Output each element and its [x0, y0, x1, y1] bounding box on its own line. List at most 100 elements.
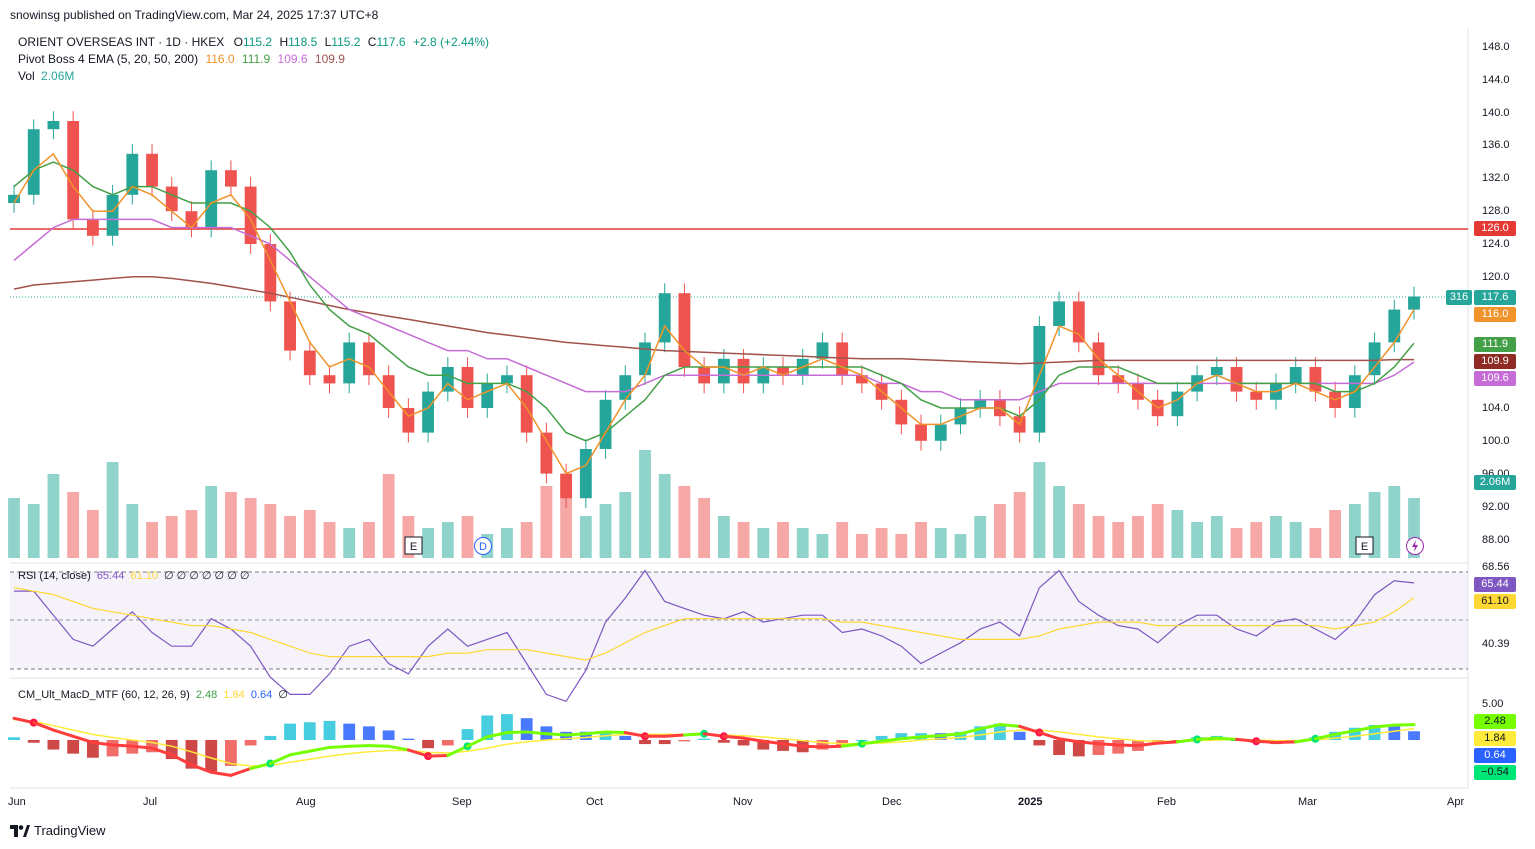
- macd-histogram-bar: [165, 740, 178, 760]
- earnings-marker-2[interactable]: [1355, 536, 1374, 555]
- candle-body: [1033, 326, 1046, 433]
- volume-bar: [146, 522, 158, 558]
- macd-line-segment: [525, 730, 548, 736]
- time-tick-dec: Dec: [882, 796, 902, 808]
- macd-legend-v1: 2.48: [195, 689, 218, 701]
- macd-line-segment: [71, 734, 95, 744]
- macd-line-segment: [604, 730, 627, 735]
- macd-line-segment: [1254, 739, 1278, 744]
- volume-bar: [1132, 516, 1144, 558]
- low-label: L: [324, 35, 332, 49]
- macd-signal-line: [13, 718, 1415, 767]
- volume-bar: [915, 522, 927, 558]
- candle-body: [303, 350, 316, 376]
- macd-legend[interactable]: CM_Ult_MacD_MTF (60, 12, 26, 9) 2.48 1.8…: [18, 688, 288, 701]
- candle-body: [146, 153, 158, 187]
- volume-tag: 2.06M: [1474, 475, 1516, 490]
- macd-line-segment: [978, 723, 1002, 731]
- macd-line-segment: [387, 744, 410, 752]
- macd-histogram-bar: [1013, 731, 1026, 740]
- volume-bar: [540, 486, 553, 558]
- candle-body: [560, 473, 573, 499]
- time-tick-2025: 2025: [1018, 796, 1043, 808]
- candle-body: [47, 121, 60, 130]
- candle-body: [1289, 367, 1302, 384]
- macd-histogram-bar: [264, 735, 277, 740]
- macd-line-segment: [308, 745, 331, 753]
- price-tick-88: 88.00: [1482, 534, 1510, 546]
- macd-histogram-bar: [303, 722, 316, 740]
- candle-body: [816, 342, 829, 359]
- macd-line-segment: [111, 743, 134, 748]
- rsi-legend-name: RSI (14, close): [18, 570, 91, 582]
- candle-body: [422, 391, 434, 433]
- volume-bar: [836, 522, 849, 558]
- macd-legend-name: CM_Ult_MacD_MTF (60, 12, 26, 9): [18, 689, 190, 701]
- earnings-marker[interactable]: [404, 536, 423, 555]
- volume-bar: [1309, 528, 1322, 558]
- dividend-marker[interactable]: [474, 537, 492, 555]
- macd-histogram-bar: [1388, 726, 1401, 740]
- footer-brand[interactable]: TradingView: [10, 823, 106, 838]
- macd-line-segment: [189, 763, 213, 774]
- macd-histogram-bar: [481, 715, 494, 740]
- macd-line-segment: [958, 727, 982, 736]
- price-tick-124: 124.0: [1482, 238, 1510, 250]
- macd-line-segment: [663, 733, 686, 738]
- candle-body: [717, 358, 730, 384]
- macd-line-segment: [1373, 723, 1396, 729]
- volume-bar: [1013, 492, 1026, 558]
- candle-body: [363, 342, 375, 376]
- ema20-tag: 111.9: [1474, 337, 1516, 352]
- macd-histogram-bar: [441, 740, 454, 746]
- high-value: 118.5: [288, 35, 318, 49]
- volume-bar: [678, 486, 691, 558]
- rsi-ma-line: [13, 587, 1415, 661]
- macd-line-segment: [51, 728, 75, 738]
- volume-bar: [264, 504, 277, 558]
- volume-bar: [757, 528, 770, 558]
- volume-bar: [422, 528, 434, 558]
- rsi-axis-top: 68.56: [1482, 561, 1510, 573]
- price-tick-136: 136.0: [1482, 139, 1510, 151]
- macd-histogram-bar: [363, 726, 375, 740]
- ema-legend[interactable]: Pivot Boss 4 EMA (5, 20, 50, 200) 116.0 …: [18, 52, 345, 66]
- volume-bar: [8, 498, 20, 558]
- volume-bar: [737, 522, 750, 558]
- volume-bar: [1250, 522, 1263, 558]
- volume-bar: [520, 522, 533, 558]
- time-tick-jul: Jul: [143, 796, 158, 808]
- open-value: 115.2: [242, 35, 273, 49]
- volume-bar: [1329, 510, 1342, 558]
- volume-legend[interactable]: Vol 2.06M: [18, 69, 74, 83]
- candle-body: [540, 432, 553, 474]
- macd-line-segment: [150, 746, 174, 757]
- ohlc-legend: ORIENT OVERSEAS INT · 1D · HKEX O115.2 H…: [18, 35, 489, 49]
- volume-bar: [323, 522, 336, 558]
- ema50-value: 109.6: [277, 52, 308, 66]
- rsi-ma-tag: 61.10: [1474, 594, 1516, 609]
- volume-bar: [658, 474, 671, 558]
- macd-line-segment: [32, 721, 55, 732]
- macd-histogram-bar: [1072, 740, 1085, 757]
- macd-histogram-bar: [106, 740, 119, 757]
- macd-line-segment: [1077, 740, 1101, 746]
- macd-histogram-bar: [382, 730, 395, 740]
- volume-bar: [47, 474, 60, 558]
- macd-line-segment: [722, 734, 746, 740]
- rsi-legend[interactable]: RSI (14, close) 65.44 61.10 ∅ ∅ ∅ ∅ ∅ ∅ …: [18, 569, 249, 582]
- time-tick-nov: Nov: [733, 796, 753, 808]
- macd-line-segment: [1353, 725, 1377, 733]
- ema50-tag: 109.6: [1474, 371, 1516, 386]
- volume-bar: [205, 486, 218, 558]
- countdown-tag: 316: [1446, 290, 1472, 305]
- volume-bar: [816, 534, 829, 558]
- macd-histogram-bar: [284, 723, 296, 740]
- ema5-tag: 116.0: [1474, 307, 1516, 322]
- macd-line-segment: [209, 770, 233, 777]
- volume-bar: [796, 528, 809, 558]
- candle-body: [520, 375, 533, 433]
- symbol-title[interactable]: ORIENT OVERSEAS INT · 1D · HKEX: [18, 35, 225, 49]
- candle-body: [86, 219, 99, 236]
